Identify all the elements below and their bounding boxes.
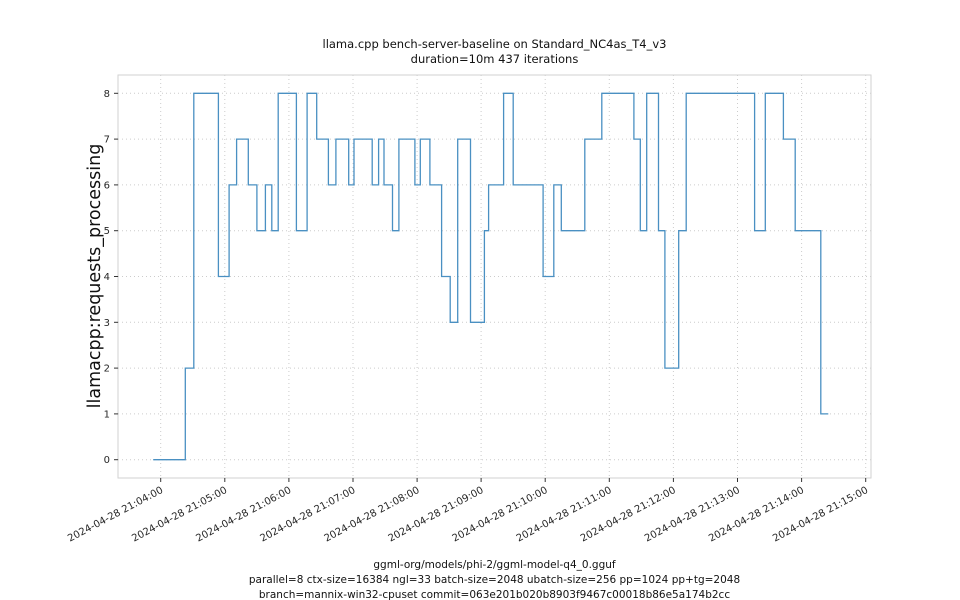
chart-subtitle: duration=10m 437 iterations <box>410 51 579 66</box>
y-tick-label: 6 <box>104 180 110 191</box>
footer-model-path: ggml-org/models/phi-2/ggml-model-q4_0.gg… <box>373 559 616 571</box>
chart-footer: ggml-org/models/phi-2/ggml-model-q4_0.gg… <box>118 558 871 600</box>
y-tick-label: 1 <box>104 409 110 420</box>
y-tick-label: 2 <box>104 364 110 375</box>
y-tick-label: 4 <box>104 272 110 283</box>
footer-branch-commit: branch=mannix-win32-cpuset commit=063e20… <box>258 589 731 600</box>
y-tick-label: 0 <box>104 455 110 466</box>
y-tick-label: 3 <box>104 318 110 329</box>
series-line <box>153 92 829 461</box>
y-axis-label: llamacpp:requests_processing <box>85 143 105 409</box>
chart-title: llama.cpp bench-server-baseline on Stand… <box>322 37 667 51</box>
footer-params: parallel=8 ctx-size=16384 ngl=33 batch-s… <box>248 574 741 586</box>
y-tick-label: 8 <box>104 89 110 100</box>
chart-title-block: llama.cpp bench-server-baseline on Stand… <box>118 37 871 66</box>
y-tick-label: 5 <box>104 226 110 237</box>
y-tick-label: 7 <box>104 135 110 146</box>
